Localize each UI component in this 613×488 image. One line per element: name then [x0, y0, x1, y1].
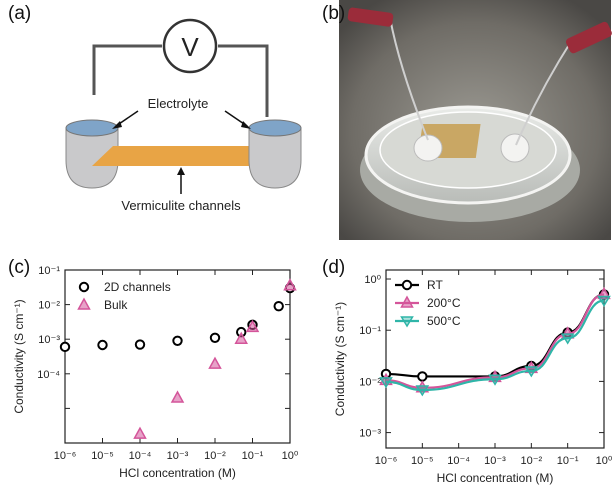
data-point [524, 366, 539, 378]
legend-marker [401, 279, 413, 291]
data-point [283, 278, 297, 291]
x-axis-label: HCl concentration (M) [119, 466, 236, 480]
right-reservoir [248, 127, 302, 189]
legend-label: 200°C [427, 296, 461, 310]
photo-panel [339, 0, 612, 240]
data-point [379, 377, 393, 389]
channel-arrowhead [177, 167, 185, 175]
plot-frame [64, 269, 291, 444]
y-tick-label: 10⁻³ [38, 334, 60, 346]
data-point [133, 426, 147, 439]
chart-c: 10⁻⁶ 10⁻⁵ 10⁻⁴ 10⁻³ 10⁻² 10⁻¹ 10⁰ 10⁻¹ 10⁻² 10⁻³ 1… [12, 265, 299, 480]
panel-label-b: (b) [322, 3, 346, 24]
y-tick-label: 10⁻² [359, 376, 381, 388]
x-tick-label: 10⁻¹ [557, 455, 579, 467]
legend-marker [400, 316, 414, 328]
x-tick-label: 10⁻⁵ [411, 455, 434, 467]
x-axis-label: HCl concentration (M) [437, 471, 554, 485]
series-line [385, 299, 605, 392]
y-axis-label: Conductivity (S cm⁻¹) [333, 302, 347, 416]
legend-label: Bulk [104, 298, 128, 312]
x-tick-label: 10⁻² [520, 455, 542, 467]
x-tick-label: 10⁻⁶ [54, 450, 77, 462]
data-point [273, 300, 284, 312]
wire-left [92, 44, 162, 95]
left-electrode-pool [413, 134, 443, 162]
x-tick-label: 10⁻³ [484, 455, 506, 467]
plot-frame [385, 269, 605, 449]
panel-label-c: (c) [8, 257, 31, 278]
data-point [415, 385, 430, 397]
right-wire [515, 39, 573, 146]
panel-label-d: (d) [322, 257, 346, 278]
x-tick-label: 10⁻³ [167, 450, 189, 462]
x-tick-label: 10⁻⁶ [375, 455, 398, 467]
data-point [234, 331, 248, 344]
data-point [597, 295, 611, 307]
voltmeter-icon [162, 18, 218, 74]
data-point [170, 390, 185, 403]
left-wire [389, 17, 429, 141]
y-axis-label: Conductivity (S cm⁻¹) [12, 299, 26, 413]
data-point [59, 341, 71, 353]
data-point [488, 374, 502, 386]
chart-d: 10⁻⁶ 10⁻⁵ 10⁻⁴ 10⁻³ 10⁻² 10⁻¹ 10⁰ 10⁰ 10⁻¹ 10⁻² 10… [333, 269, 613, 485]
legend-marker [78, 281, 90, 293]
left-electrolyte [65, 119, 119, 137]
data-point [417, 371, 428, 382]
data-point [560, 333, 575, 345]
y-tick-label: 10⁻² [38, 300, 60, 312]
right-electrolyte [248, 119, 302, 137]
data-point [245, 319, 260, 333]
data-point [209, 332, 221, 343]
x-tick-label: 10⁰ [596, 455, 613, 467]
data-point [172, 335, 183, 346]
vermiculite-channel-strip [92, 146, 272, 166]
legend-label: 2D channels [104, 280, 171, 294]
y-tick-label: 10⁻¹ [38, 265, 60, 277]
data-point [208, 356, 222, 369]
arrowhead-left [112, 121, 122, 129]
legend-marker [400, 295, 414, 308]
y-tick-label: 10⁰ [364, 274, 381, 286]
data-point [134, 339, 146, 350]
wire-right [218, 44, 269, 117]
legend-label: RT [427, 278, 443, 292]
right-electrode-pool [500, 133, 530, 163]
x-tick-label: 10⁻² [204, 450, 226, 462]
electrolyte-label: Electrolyte [148, 96, 209, 111]
legend-label: 500°C [427, 314, 461, 328]
arrowhead-right [241, 121, 251, 129]
y-tick-label: 10⁻³ [359, 428, 381, 440]
legend-marker [77, 297, 91, 310]
x-tick-label: 10⁻⁴ [129, 450, 152, 462]
left-clip [347, 7, 394, 27]
x-tick-label: 10⁻¹ [242, 450, 264, 462]
x-tick-label: 10⁰ [282, 450, 299, 462]
data-point [97, 339, 108, 351]
y-tick-label: 10⁻¹ [359, 325, 381, 337]
x-tick-label: 10⁻⁴ [447, 455, 470, 467]
channel-label: Vermiculite channels [121, 198, 241, 213]
panel-label-a: (a) [8, 3, 32, 24]
x-tick-label: 10⁻⁵ [91, 450, 114, 462]
voltmeter-symbol: V [181, 32, 199, 62]
y-tick-label: 10⁻⁴ [37, 369, 60, 381]
right-clip [565, 21, 612, 54]
schematic-panel: V Electrolyte Vermiculite channels [65, 18, 302, 213]
